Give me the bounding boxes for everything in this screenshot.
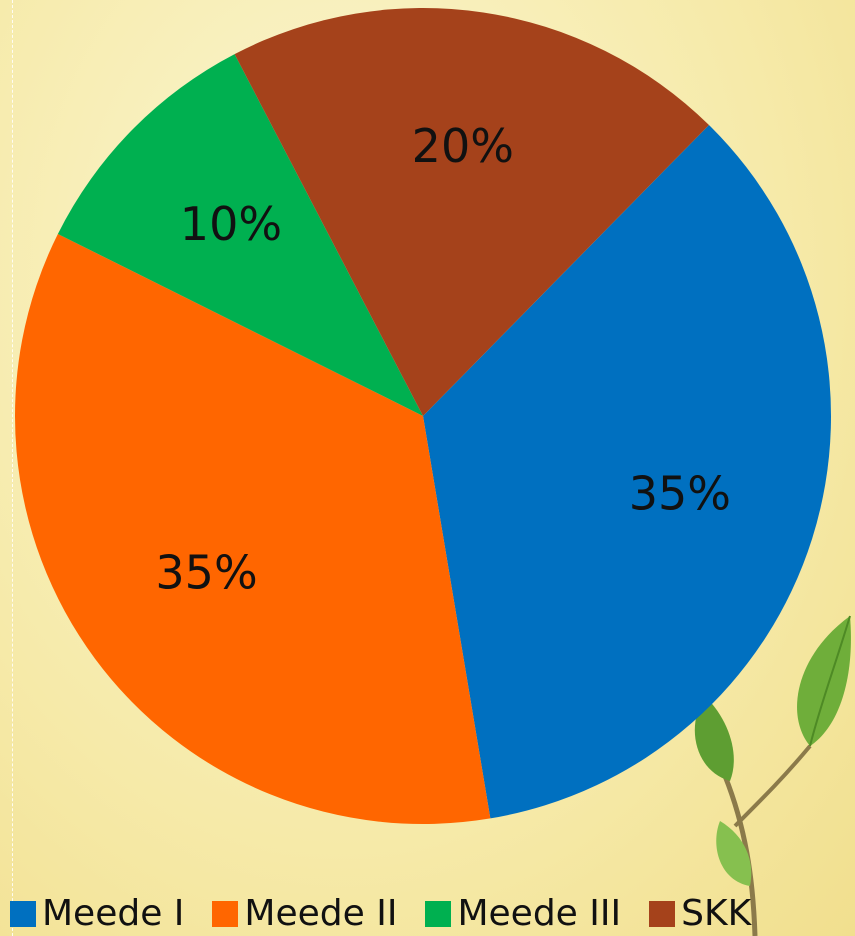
legend-label: Meede II [244, 893, 398, 934]
legend-label: Meede III [457, 893, 622, 934]
legend: Meede I Meede II Meede III SKK [10, 892, 751, 936]
pie-slices [14, 7, 832, 824]
legend-swatch [212, 901, 239, 927]
pie-data-label: 20% [412, 119, 514, 173]
legend-item-meede-ii: Meede II [212, 896, 397, 932]
pie-data-label: 35% [155, 546, 257, 600]
legend-label: SKK [681, 893, 752, 934]
pie-slice-meede-i [423, 124, 832, 819]
pie-slice-skk [234, 7, 709, 417]
legend-swatch [10, 901, 36, 927]
legend-item-skk: SKK [649, 896, 751, 932]
pie-data-label: 10% [180, 197, 282, 251]
legend-swatch [425, 901, 452, 927]
dashed-margin-line [12, 0, 13, 936]
legend-item-meede-iii: Meede III [425, 896, 621, 932]
legend-item-meede-i: Meede I [10, 896, 184, 932]
legend-swatch [649, 901, 676, 927]
pie-data-label: 35% [629, 466, 731, 520]
pie-labels: 35% 35% 10% 20% [155, 119, 731, 599]
legend-label: Meede I [42, 893, 185, 934]
pie-slice-meede-iii [57, 54, 423, 416]
pie-slice-meede-ii [14, 233, 491, 824]
